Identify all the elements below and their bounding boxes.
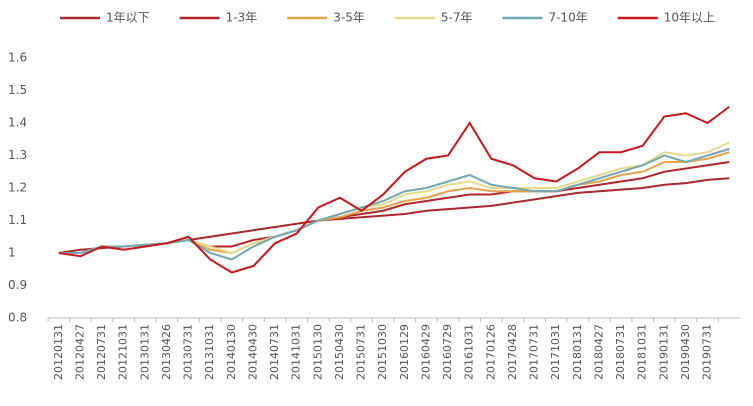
x-tick-label: 20141031 [290, 324, 303, 380]
x-tick-label: 20160429 [419, 324, 432, 380]
series-line [58, 105, 730, 274]
x-tick-label: 20171031 [549, 324, 562, 380]
x-tick-label: 20140731 [268, 324, 281, 380]
x-tick-label: 20180131 [571, 324, 584, 380]
y-tick-label: 0.9 [8, 278, 27, 292]
y-tick-label: 1.3 [8, 148, 27, 162]
legend-label: 5-7年 [441, 11, 473, 25]
x-tick-label: 20160129 [398, 324, 411, 380]
x-tick-label: 20150130 [311, 324, 324, 380]
legend-label: 7-10年 [548, 11, 587, 25]
x-tick-label: 20130426 [160, 324, 173, 380]
legend-label: 3-5年 [333, 11, 365, 25]
x-tick-label: 20170731 [528, 324, 541, 380]
x-tick-label: 20130131 [138, 324, 151, 380]
x-tick-label: 20121031 [117, 324, 130, 380]
x-tick-label: 20190430 [679, 324, 692, 380]
x-tick-label: 20120131 [52, 324, 65, 380]
y-tick-label: 0.8 [8, 311, 27, 325]
x-tick-label: 20180427 [592, 324, 605, 380]
x-tick-label: 20150430 [333, 324, 346, 380]
x-tick-label: 20130731 [182, 324, 195, 380]
x-tick-label: 20190731 [701, 324, 714, 380]
series-line [58, 141, 730, 255]
legend-label: 1-3年 [226, 11, 258, 25]
series-line [58, 177, 730, 254]
y-tick-label: 1.6 [8, 51, 27, 65]
x-tick-label: 20140430 [246, 324, 259, 380]
y-tick-label: 1.1 [8, 213, 27, 227]
legend-label: 1年以下 [106, 11, 150, 25]
x-tick-label: 20151030 [376, 324, 389, 380]
y-tick-label: 1.5 [8, 83, 27, 97]
legend-label: 10年以上 [664, 11, 715, 25]
y-tick-label: 1.4 [8, 116, 27, 130]
y-tick-label: 1 [8, 246, 16, 260]
x-tick-label: 20120731 [95, 324, 108, 380]
x-tick-label: 20181031 [636, 324, 649, 380]
series-line [58, 161, 730, 254]
x-tick-label: 20140130 [225, 324, 238, 380]
x-tick-label: 20170428 [506, 324, 519, 380]
x-tick-label: 20120427 [73, 324, 86, 380]
x-tick-label: 20150731 [355, 324, 368, 380]
x-tick-label: 20161031 [463, 324, 476, 380]
x-tick-label: 20131031 [203, 324, 216, 380]
x-tick-label: 20190131 [657, 324, 670, 380]
x-tick-label: 20170126 [484, 324, 497, 380]
y-tick-label: 1.2 [8, 181, 27, 195]
x-tick-label: 20160729 [441, 324, 454, 380]
x-tick-label: 20180731 [614, 324, 627, 380]
